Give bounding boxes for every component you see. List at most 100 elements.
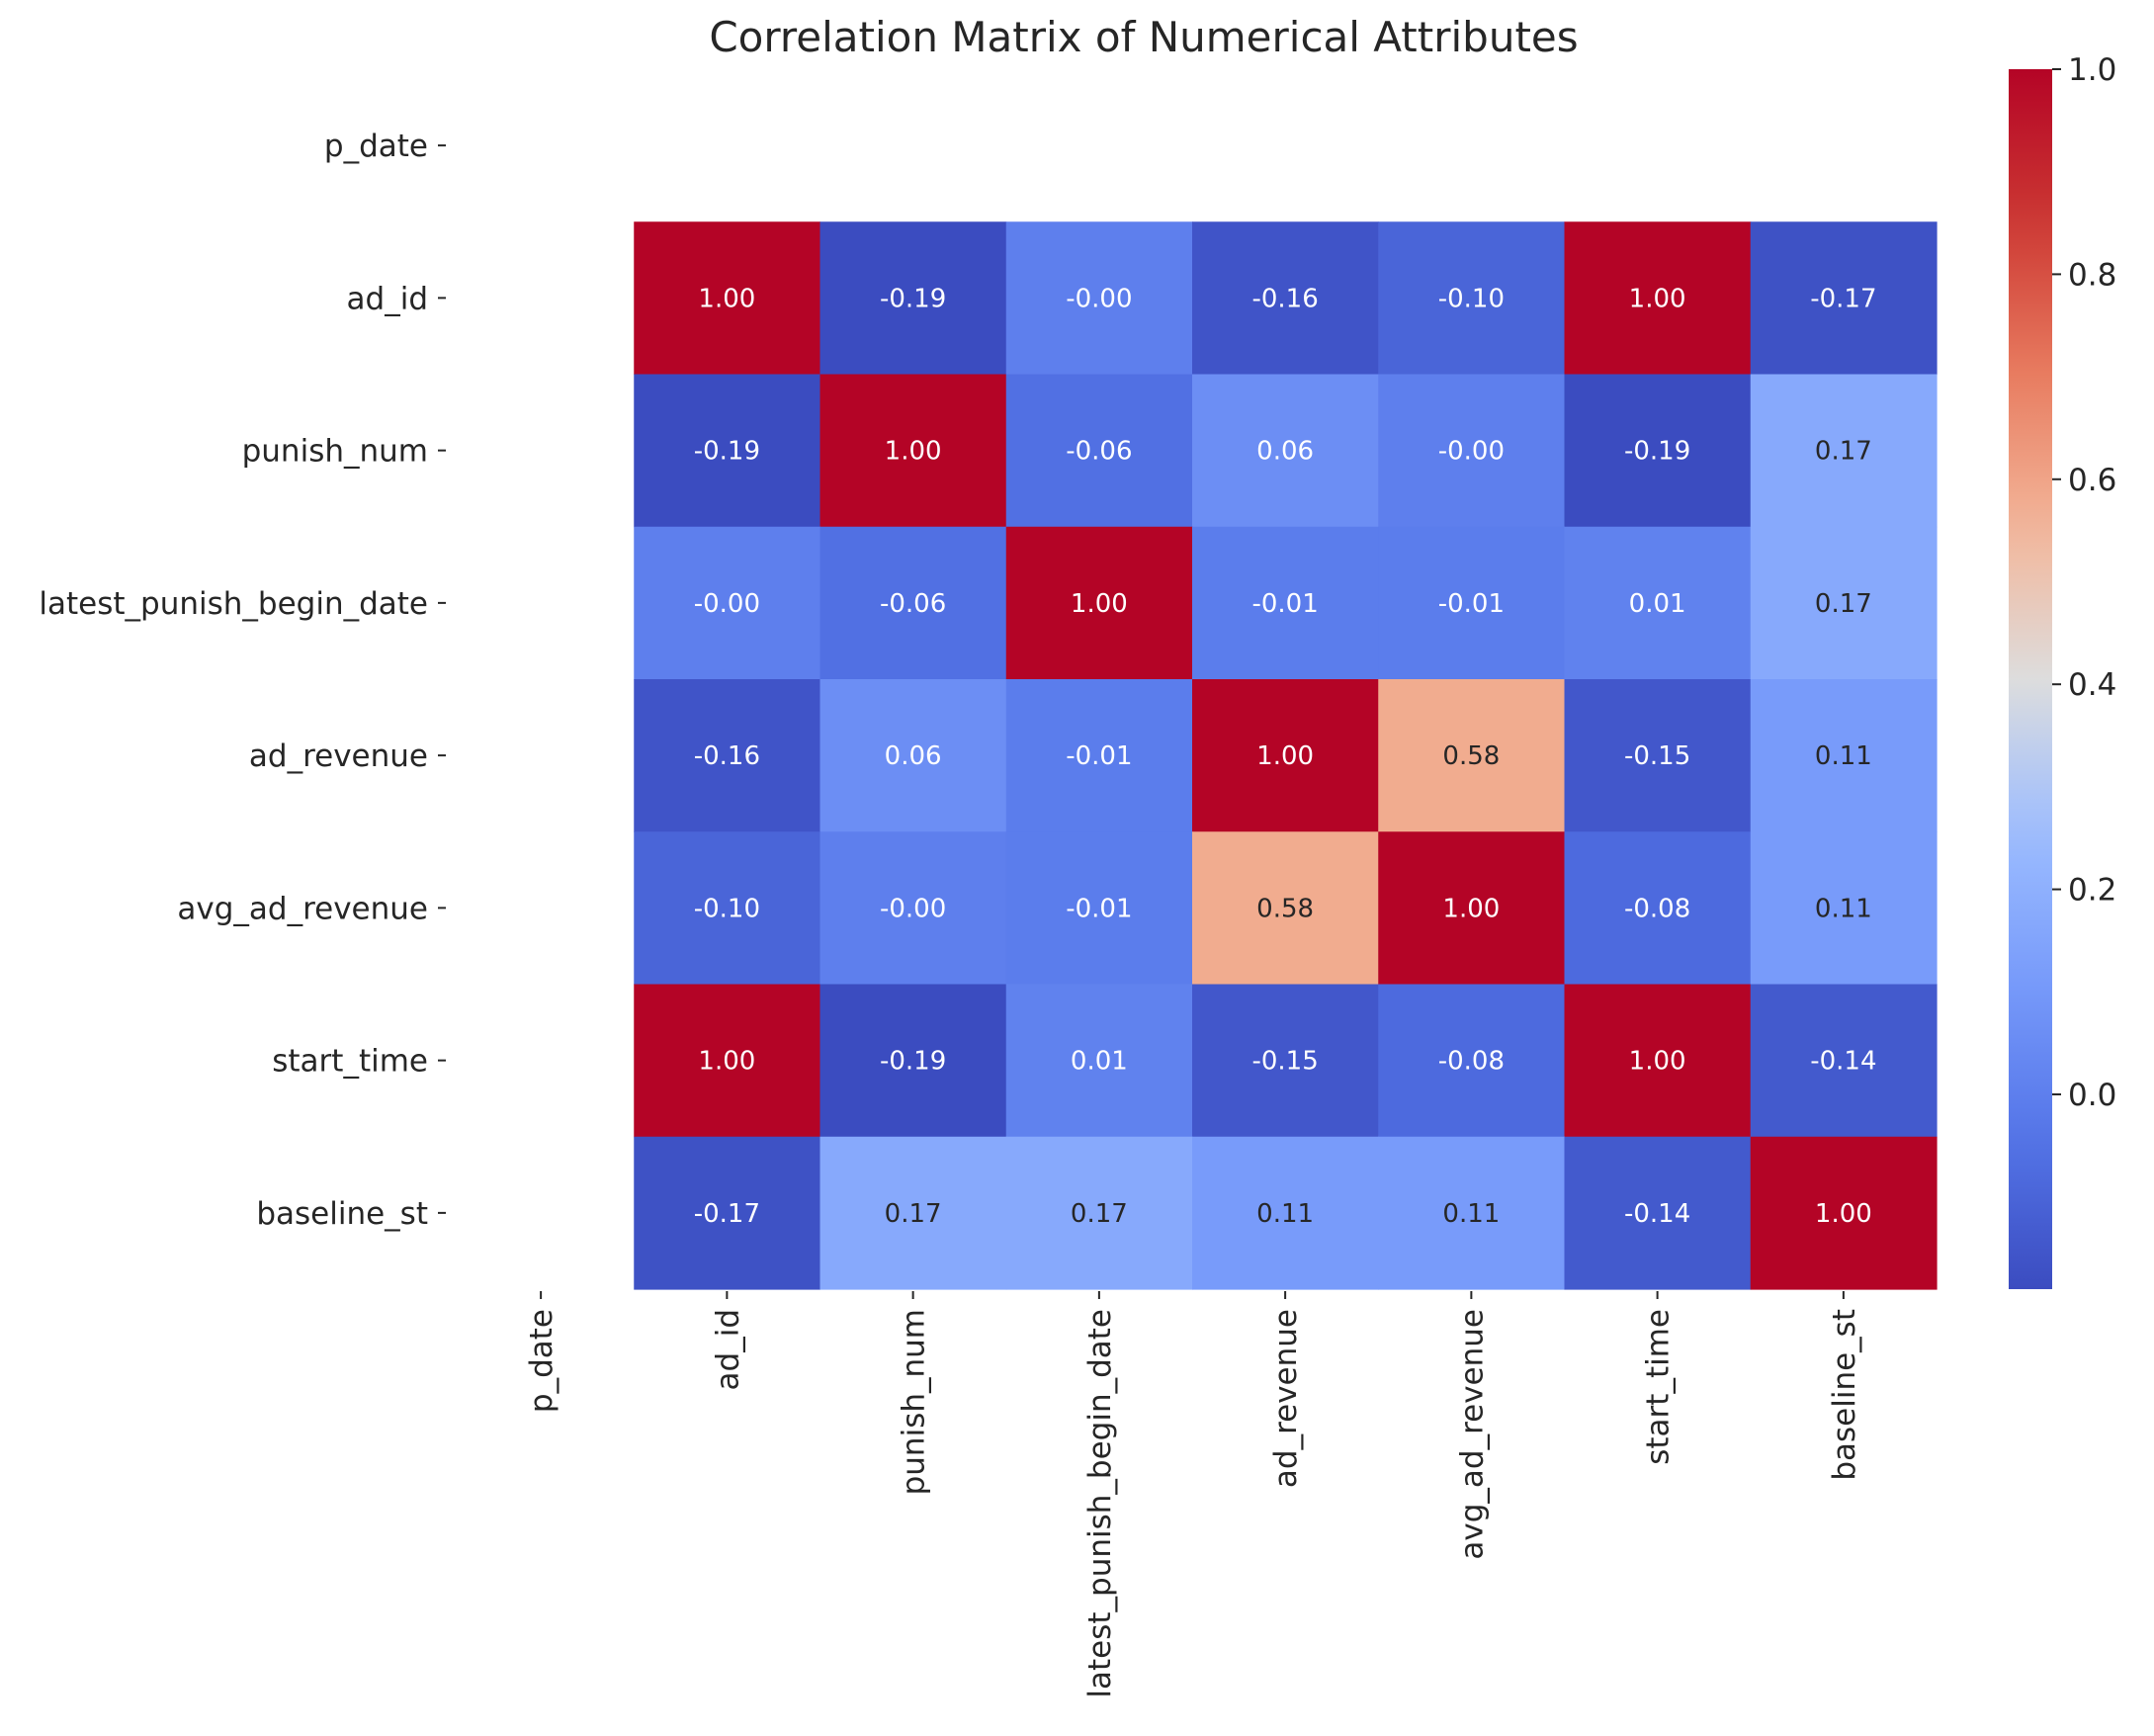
heatmap-cell — [1192, 679, 1379, 832]
colorbar-tick-label: 0.0 — [2068, 1078, 2116, 1113]
y-tick-label: punish_num — [242, 434, 428, 470]
heatmap-cells: 1.00 -0.19 -0.00 -0.16 -0.10 1.00 -0.17 -0.19 1.… — [634, 221, 1938, 1290]
cell-value-label: 1.00 — [1442, 894, 1500, 923]
cell-value-label: 0.11 — [1442, 1199, 1500, 1229]
heatmap-cell — [1378, 221, 1566, 376]
cell-value-label: 1.00 — [885, 437, 942, 467]
cell-value-label: 1.00 — [1629, 1047, 1686, 1077]
heatmap-cell — [1564, 1136, 1752, 1290]
cell-value-label: -0.01 — [1251, 589, 1318, 619]
heatmap-cell — [1005, 984, 1193, 1138]
heatmap-cell — [1192, 221, 1379, 376]
heatmap-cell — [634, 984, 821, 1138]
cell-value-label: 0.17 — [1815, 589, 1872, 619]
heatmap-cell — [1750, 1136, 1938, 1290]
heatmap-cell — [819, 374, 1007, 528]
heatmap-cell — [1192, 526, 1379, 680]
heatmap-cell — [1564, 526, 1752, 680]
y-tick-label: ad_revenue — [249, 738, 428, 774]
heatmap-cell — [634, 526, 821, 680]
cell-value-label: -0.14 — [1810, 1047, 1876, 1077]
cell-value-label: -0.00 — [1438, 437, 1505, 467]
x-tick-label: baseline_st — [1827, 1309, 1862, 1481]
y-axis: p_date ad_id punish_num latest_punish_begin… — [39, 129, 446, 1232]
colorbar-tick-label: 0.2 — [2068, 873, 2116, 909]
y-tick-label: latest_punish_begin_date — [39, 586, 428, 622]
y-tick-label: p_date — [324, 129, 428, 164]
cell-value-label: -0.00 — [880, 894, 946, 923]
cell-value-label: -0.10 — [694, 894, 760, 923]
heatmap-cell — [1564, 221, 1752, 376]
heatmap-cell — [1378, 984, 1566, 1138]
heatmap-cell — [1005, 374, 1193, 528]
x-tick-label: ad_revenue — [1268, 1309, 1304, 1488]
heatmap-cell — [634, 831, 821, 986]
colorbar: 0.0 0.2 0.4 0.6 0.8 1.0 — [2009, 52, 2116, 1289]
cell-value-label: 0.17 — [1071, 1199, 1128, 1229]
cell-value-label: 0.58 — [1442, 741, 1500, 771]
heatmap-cell — [819, 221, 1007, 376]
heatmap-cell — [1750, 526, 1938, 680]
chart-title: Correlation Matrix of Numerical Attribut… — [709, 13, 1578, 61]
cell-value-label: -0.19 — [694, 437, 760, 467]
cell-value-label: -0.17 — [1810, 284, 1876, 313]
cell-value-label: -0.01 — [1066, 741, 1132, 771]
cell-value-label: 0.17 — [1815, 437, 1872, 467]
heatmap-cell — [634, 374, 821, 528]
heatmap-cell — [634, 221, 821, 376]
heatmap-cell — [1378, 831, 1566, 986]
cell-value-label: -0.16 — [694, 741, 760, 771]
cell-value-label: 0.17 — [885, 1199, 942, 1229]
cell-value-label: -0.15 — [1624, 741, 1690, 771]
heatmap-cell — [819, 1136, 1007, 1290]
y-tick-label: start_time — [272, 1044, 428, 1080]
heatmap-cell — [819, 831, 1007, 986]
heatmap-cell — [1192, 831, 1379, 986]
x-tick-label: punish_num — [897, 1309, 932, 1495]
y-tick-label: avg_ad_revenue — [177, 891, 428, 926]
heatmap-cell — [1564, 374, 1752, 528]
cell-value-label: -0.15 — [1251, 1047, 1318, 1077]
heatmap-cell — [1564, 831, 1752, 986]
x-tick-label: start_time — [1641, 1309, 1677, 1465]
cell-value-label: 1.00 — [698, 1047, 755, 1077]
colorbar-tick-label: 0.6 — [2068, 463, 2116, 498]
cell-value-label: 0.11 — [1815, 741, 1872, 771]
heatmap-cell — [1750, 221, 1938, 376]
cell-value-label: 1.00 — [1815, 1199, 1872, 1229]
colorbar-bar — [2009, 69, 2052, 1289]
cell-value-label: -0.06 — [880, 589, 946, 619]
colorbar-tick-label: 0.4 — [2068, 667, 2116, 703]
y-tick-label: baseline_st — [256, 1196, 428, 1232]
heatmap-cell — [1378, 679, 1566, 832]
cell-value-label: 1.00 — [1071, 589, 1128, 619]
x-axis: p_date ad_id punish_num latest_punish_begin… — [524, 1291, 1862, 1698]
heatmap-cell — [1005, 526, 1193, 680]
cell-value-label: -0.16 — [1251, 284, 1318, 313]
x-tick-label: avg_ad_revenue — [1454, 1309, 1490, 1560]
cell-value-label: 1.00 — [1629, 284, 1686, 313]
heatmap-cell — [1750, 831, 1938, 986]
colorbar-tick-label: 1.0 — [2068, 52, 2116, 88]
y-tick-label: ad_id — [347, 281, 428, 316]
heatmap-cell — [1378, 374, 1566, 528]
heatmap-cell — [1564, 984, 1752, 1138]
cell-value-label: 0.58 — [1256, 894, 1314, 923]
heatmap-cell — [1750, 374, 1938, 528]
cell-value-label: -0.01 — [1066, 894, 1132, 923]
heatmap-cell — [634, 679, 821, 832]
heatmap-cell — [1378, 526, 1566, 680]
cell-value-label: 0.11 — [1256, 1199, 1314, 1229]
heatmap-cell — [1005, 679, 1193, 832]
cell-value-label: -0.10 — [1438, 284, 1505, 313]
cell-value-label: -0.06 — [1066, 437, 1132, 467]
cell-value-label: -0.00 — [694, 589, 760, 619]
cell-value-label: -0.14 — [1624, 1199, 1690, 1229]
cell-value-label: -0.19 — [880, 1047, 946, 1077]
heatmap-cell — [1005, 1136, 1193, 1290]
x-tick-label: latest_punish_begin_date — [1082, 1309, 1118, 1698]
heatmap-cell — [819, 679, 1007, 832]
heatmap-cell — [1192, 374, 1379, 528]
cell-value-label: 0.01 — [1071, 1047, 1128, 1077]
x-tick-label: ad_id — [710, 1309, 745, 1390]
